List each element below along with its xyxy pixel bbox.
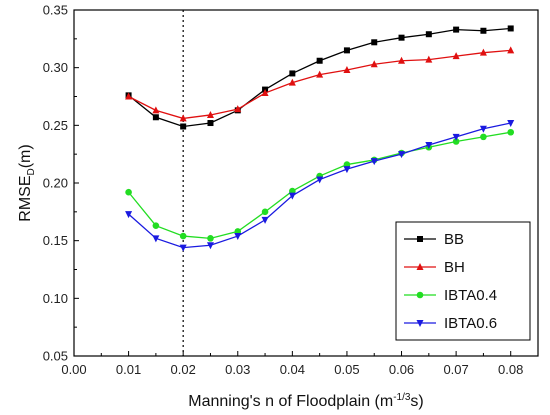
data-point — [289, 70, 296, 77]
data-point — [316, 57, 323, 64]
y-tick-label: 0.35 — [43, 3, 68, 18]
legend-item: BH — [404, 259, 465, 276]
x-tick-label: 0.05 — [334, 362, 359, 377]
y-tick-label: 0.20 — [43, 176, 68, 191]
legend-item: IBTA0.4 — [404, 287, 497, 304]
data-point — [207, 120, 214, 127]
x-tick-label: 0.00 — [61, 362, 86, 377]
data-point — [507, 120, 515, 128]
data-point — [316, 176, 324, 184]
data-point — [152, 235, 160, 243]
x-axis-title-main: Manning's n of Floodplain (m — [188, 393, 393, 410]
data-point — [480, 133, 487, 141]
data-point — [179, 244, 187, 252]
data-point — [152, 114, 159, 121]
data-point — [453, 26, 460, 33]
data-point — [125, 188, 132, 196]
data-point — [206, 242, 214, 250]
y-tick-label: 0.30 — [43, 60, 68, 75]
data-point — [452, 52, 460, 60]
x-tick-label: 0.03 — [225, 362, 250, 377]
y-tick-label: 0.05 — [43, 349, 68, 364]
x-axis-title-end: s) — [410, 393, 423, 410]
data-point — [479, 125, 487, 133]
data-point — [425, 141, 433, 149]
data-point — [452, 138, 460, 145]
legend-item: BB — [404, 231, 464, 248]
data-point — [370, 60, 378, 68]
series-bh — [125, 46, 515, 122]
data-point — [343, 65, 351, 73]
y-axis-title-sub: D — [26, 168, 37, 175]
data-point — [152, 106, 160, 114]
data-point — [425, 55, 433, 63]
data-point — [507, 128, 515, 136]
legend-label: BB — [444, 231, 464, 248]
data-point — [125, 92, 133, 100]
data-point — [180, 123, 187, 130]
y-axis-title-main: RMSE — [17, 175, 34, 221]
x-tick-label: 0.08 — [498, 362, 523, 377]
y-tick-label: 0.25 — [43, 118, 68, 133]
x-tick-label: 0.04 — [280, 362, 305, 377]
x-axis-title-sup: -1/3 — [393, 392, 411, 403]
data-point — [261, 216, 269, 224]
data-point — [152, 222, 160, 229]
data-point — [261, 208, 269, 216]
data-point — [125, 211, 133, 219]
data-point — [479, 48, 487, 56]
legend-label: IBTA0.4 — [444, 287, 497, 304]
data-point — [425, 31, 432, 38]
y-axis-title-end: (m) — [17, 144, 34, 168]
legend-marker — [416, 291, 424, 299]
legend-marker — [416, 320, 424, 327]
legend-marker — [416, 263, 424, 270]
y-axis-title: RMSED(m) — [17, 144, 37, 221]
x-tick-label: 0.06 — [389, 362, 414, 377]
data-point — [507, 25, 514, 32]
y-tick-label: 0.10 — [43, 291, 68, 306]
data-point — [207, 235, 214, 242]
data-point — [206, 110, 214, 118]
legend-item: IBTA0.6 — [404, 315, 497, 332]
data-point — [371, 39, 378, 46]
x-axis-title: Manning's n of Floodplain (m-1/3s) — [188, 392, 424, 410]
data-point — [179, 114, 187, 122]
data-point — [234, 233, 242, 241]
data-point — [398, 56, 406, 64]
data-point — [288, 78, 296, 86]
series-ibta0-6 — [125, 120, 515, 252]
data-point — [480, 27, 487, 34]
data-point — [370, 158, 378, 166]
data-point — [398, 151, 406, 159]
data-point — [288, 192, 296, 200]
data-point — [179, 232, 187, 240]
data-point — [316, 70, 324, 78]
data-point — [343, 47, 350, 54]
data-point — [507, 46, 515, 54]
legend: BB BH IBTA0.4 IBTA0.6 — [395, 221, 531, 341]
data-point — [261, 89, 269, 97]
data-point — [234, 105, 242, 113]
x-tick-label: 0.02 — [171, 362, 196, 377]
x-tick-label: 0.01 — [116, 362, 141, 377]
x-tick-label: 0.07 — [443, 362, 468, 377]
legend-marker — [417, 236, 423, 242]
data-point — [452, 133, 460, 141]
data-point — [398, 34, 405, 41]
data-point — [343, 166, 351, 174]
legend-label: BH — [444, 259, 465, 276]
legend-label: IBTA0.6 — [444, 315, 497, 332]
y-tick-label: 0.15 — [43, 233, 68, 248]
